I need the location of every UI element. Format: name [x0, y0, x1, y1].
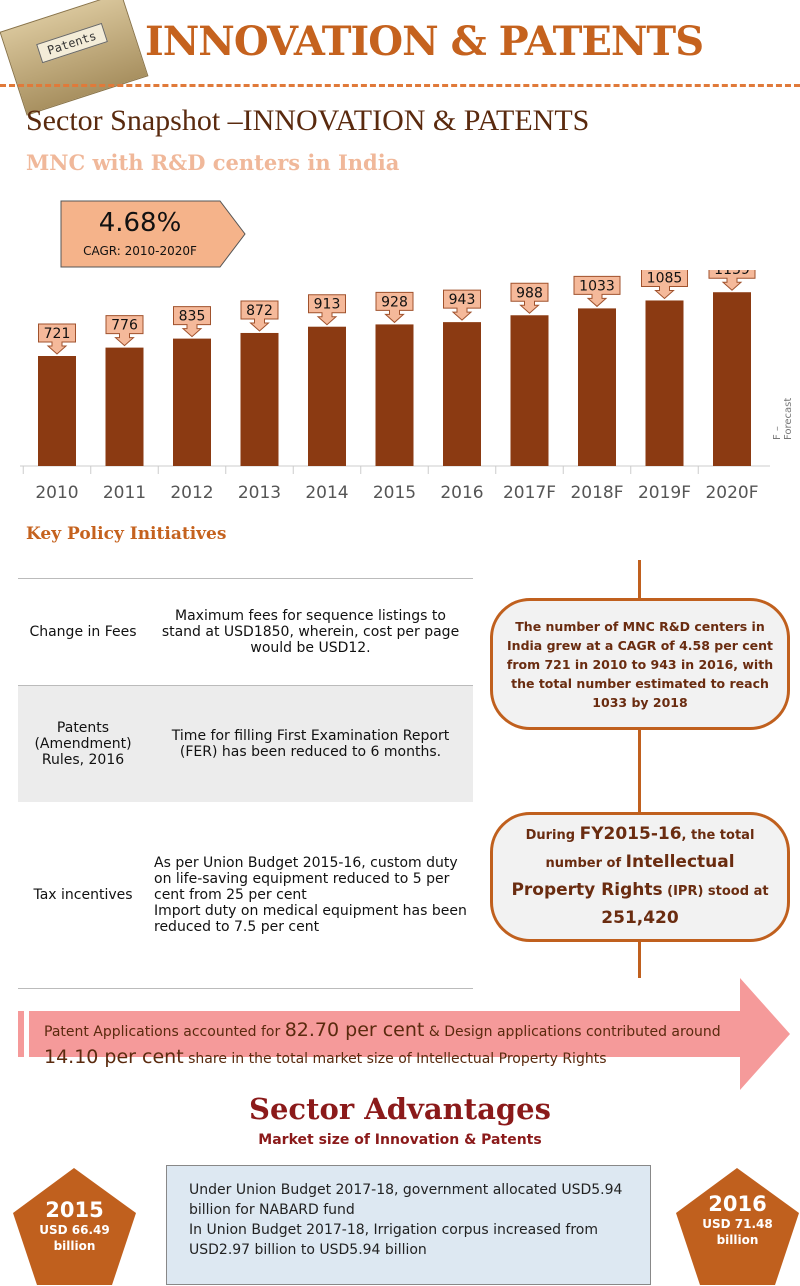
- advantages-subtitle: Market size of Innovation & Patents: [0, 1132, 800, 1148]
- bar: [511, 315, 549, 466]
- data-label: 943: [449, 292, 476, 308]
- ipr-count: 251,420: [601, 908, 678, 928]
- bar: [38, 356, 76, 466]
- badge-value: USD 66.49: [12, 1222, 137, 1238]
- x-tick-label: 2013: [238, 483, 281, 503]
- x-tick-label: 2017F: [503, 483, 556, 503]
- patent-share: 82.70 per cent: [285, 1019, 425, 1041]
- data-label: 928: [381, 294, 408, 310]
- bar: [308, 327, 346, 466]
- patents-folder-logo: Patents: [0, 0, 148, 116]
- badge-unit: billion: [675, 1232, 800, 1248]
- connector: [638, 942, 641, 978]
- data-label: 872: [246, 303, 273, 319]
- x-tick-label: 2020F: [705, 483, 758, 503]
- policy-key: Change in Fees: [18, 624, 148, 640]
- data-label: 721: [44, 326, 71, 342]
- bar: [173, 339, 211, 466]
- policy-desc: Maximum fees for sequence listings to st…: [148, 608, 473, 656]
- ipr-bubble: During FY2015-16, the total number of In…: [490, 812, 790, 942]
- fy-value: FY2015-16: [580, 824, 682, 844]
- budget-line: Under Union Budget 2017-18, government a…: [189, 1180, 628, 1220]
- badge-year: 2015: [12, 1168, 137, 1222]
- divider: [0, 84, 800, 87]
- x-tick-label: 2016: [440, 483, 483, 503]
- text: Patent Applications accounted for: [44, 1024, 285, 1040]
- data-label: 776: [111, 318, 138, 334]
- cagr-callout: 4.68% CAGR: 2010-2020F: [60, 200, 245, 268]
- forecast-note: F – Forecast: [772, 398, 794, 440]
- policy-key: Tax incentives: [18, 887, 148, 903]
- share-text: Patent Applications accounted for 82.70 …: [44, 1018, 744, 1072]
- connector: [638, 560, 641, 600]
- snapshot-title: Sector Snapshot –INNOVATION & PATENTS: [26, 104, 589, 138]
- budget-box: Under Union Budget 2017-18, government a…: [166, 1165, 651, 1285]
- text: During: [526, 828, 580, 843]
- cagr-bubble: The number of MNC R&D centers in India g…: [490, 598, 790, 730]
- policy-title: Key Policy Initiatives: [26, 524, 226, 544]
- advantages-title: Sector Advantages: [0, 1092, 800, 1126]
- policy-key: Patents (Amendment) Rules, 2016: [18, 720, 148, 768]
- policy-row: Change in Fees Maximum fees for sequence…: [18, 579, 473, 685]
- cagr-value: 4.68%: [60, 208, 220, 238]
- policy-desc: As per Union Budget 2015-16, custom duty…: [148, 855, 473, 935]
- bar: [578, 308, 616, 466]
- x-tick-label: 2012: [170, 483, 213, 503]
- bar-chart: 721 2010 776 2011 835 2012 872 2013 913 2014 928 20…: [0, 270, 800, 510]
- text: (IPR) stood at: [663, 884, 769, 899]
- x-tick-label: 2014: [305, 483, 348, 503]
- badge-year: 2016: [675, 1168, 800, 1216]
- policy-desc-line: As per Union Budget 2015-16, custom duty…: [154, 855, 467, 903]
- design-share: 14.10 per cent: [44, 1046, 184, 1068]
- bar: [713, 292, 751, 466]
- bar: [443, 322, 481, 466]
- data-label: 1139: [714, 270, 750, 278]
- bar: [376, 324, 414, 466]
- x-tick-label: 2011: [103, 483, 146, 503]
- policy-desc-line: Import duty on medical equipment has bee…: [154, 903, 467, 935]
- bar: [241, 333, 279, 466]
- text: share in the total market size of Intell…: [184, 1051, 607, 1067]
- policy-row: Tax incentives As per Union Budget 2015-…: [18, 802, 473, 988]
- x-tick-label: 2015: [373, 483, 416, 503]
- connector: [638, 730, 641, 814]
- data-label: 835: [179, 309, 206, 325]
- cagr-label: CAGR: 2010-2020F: [60, 244, 220, 258]
- policy-desc: Time for filling First Examination Repor…: [148, 728, 473, 760]
- market-2015-badge: 2015 USD 66.49 billion: [12, 1168, 137, 1286]
- main-title: INNOVATION & PATENTS: [145, 18, 703, 65]
- x-tick-label: 2019F: [638, 483, 691, 503]
- x-tick-label: 2018F: [570, 483, 623, 503]
- data-label: 1085: [647, 270, 683, 286]
- bar: [106, 348, 144, 466]
- budget-line: In Union Budget 2017-18, Irrigation corp…: [189, 1220, 628, 1260]
- bar: [646, 300, 684, 466]
- data-label: 1033: [579, 278, 615, 294]
- badge-unit: billion: [12, 1238, 137, 1254]
- x-tick-label: 2010: [35, 483, 78, 503]
- data-label: 913: [314, 297, 341, 313]
- data-label: 988: [516, 285, 543, 301]
- badge-value: USD 71.48: [675, 1216, 800, 1232]
- market-2016-badge: 2016 USD 71.48 billion: [675, 1168, 800, 1286]
- chart-title: MNC with R&D centers in India: [26, 150, 399, 175]
- text: & Design applications contributed around: [424, 1024, 720, 1040]
- logo-text: Patents: [36, 23, 107, 63]
- policy-row: Patents (Amendment) Rules, 2016 Time for…: [18, 686, 473, 802]
